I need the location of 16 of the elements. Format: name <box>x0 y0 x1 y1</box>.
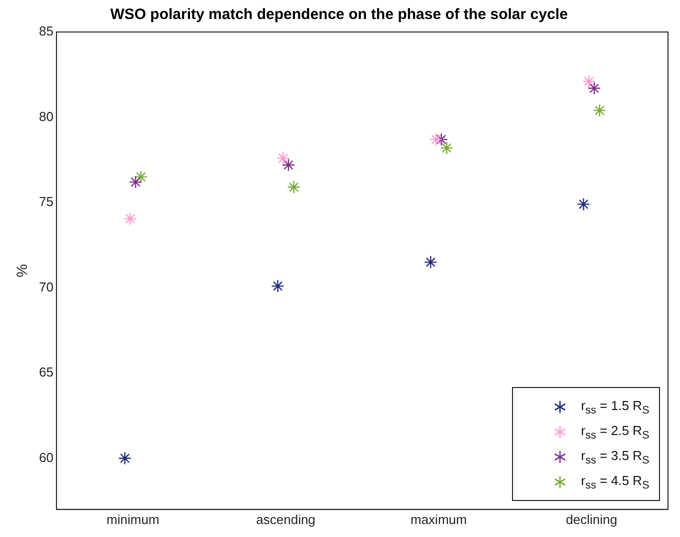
x-tick-label: maximum <box>410 512 467 527</box>
legend-label: r$_{ss}$ = 3.5 R$_{S}$ <box>581 448 650 466</box>
x-tick-label: ascending <box>256 512 316 527</box>
legend-label: r$_{ss}$ = 2.5 R$_{S}$ <box>581 422 650 442</box>
y-tick-label: 80 <box>38 108 54 124</box>
x-tick-label: declining <box>566 512 618 527</box>
y-tick-label: 60 <box>38 450 54 465</box>
y-tick-label: 65 <box>38 364 54 380</box>
legend-label: r$_{ss}$ = 1.5 R$_{S}$ <box>581 398 650 416</box>
y-axis-title: % <box>14 264 32 278</box>
y-tick-label: 70 <box>38 279 54 294</box>
legend-label: r$_{ss}$ = 4.5 R$_{S}$ <box>581 472 650 492</box>
y-tick-label: 75 <box>38 194 54 210</box>
x-tick-label: minimum <box>106 512 160 527</box>
chart-title: WSO polarity match dependence on the phase of the solar cycle <box>110 6 568 24</box>
y-tick-label: 85 <box>38 24 54 39</box>
